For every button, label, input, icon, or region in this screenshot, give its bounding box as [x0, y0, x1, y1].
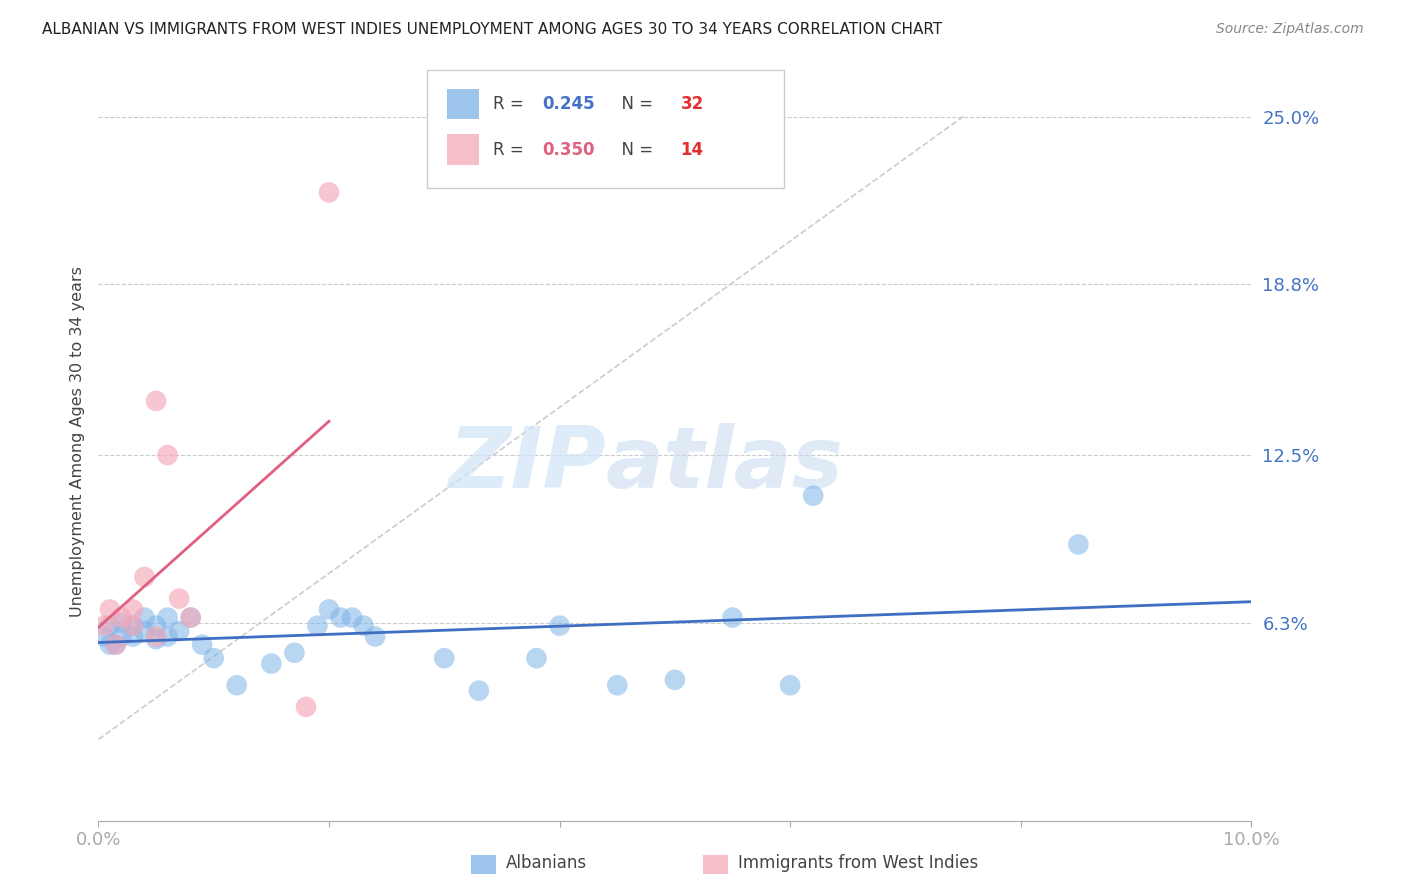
Point	[145, 393, 167, 408]
Point	[801, 489, 824, 503]
Point	[156, 610, 179, 624]
Point	[122, 618, 145, 632]
Text: ALBANIAN VS IMMIGRANTS FROM WEST INDIES UNEMPLOYMENT AMONG AGES 30 TO 34 YEARS C: ALBANIAN VS IMMIGRANTS FROM WEST INDIES …	[42, 22, 942, 37]
Text: 32: 32	[681, 95, 704, 113]
Text: Source: ZipAtlas.com: Source: ZipAtlas.com	[1216, 22, 1364, 37]
Point	[318, 602, 340, 616]
Point	[122, 602, 145, 616]
Point	[145, 630, 167, 644]
Point	[318, 186, 340, 200]
Text: atlas: atlas	[606, 423, 844, 506]
Point	[260, 657, 283, 671]
Y-axis label: Unemployment Among Ages 30 to 34 years: Unemployment Among Ages 30 to 34 years	[69, 266, 84, 617]
Point	[307, 618, 329, 632]
Point	[156, 630, 179, 644]
Point	[548, 618, 571, 632]
Text: 0.350: 0.350	[543, 141, 595, 159]
Point	[353, 618, 375, 632]
Point	[134, 570, 156, 584]
Point	[98, 602, 121, 616]
FancyBboxPatch shape	[447, 89, 479, 120]
Text: ZIP: ZIP	[449, 423, 606, 506]
Point	[134, 610, 156, 624]
Point	[167, 591, 190, 606]
Text: N =: N =	[612, 141, 659, 159]
Point	[329, 610, 352, 624]
Text: R =: R =	[492, 141, 529, 159]
Point	[134, 624, 156, 639]
Text: Albanians: Albanians	[506, 855, 588, 872]
Point	[110, 630, 132, 644]
Point	[145, 618, 167, 632]
Text: N =: N =	[612, 95, 659, 113]
Text: R =: R =	[492, 95, 529, 113]
Point	[104, 638, 127, 652]
Text: 0.245: 0.245	[543, 95, 595, 113]
Point	[122, 630, 145, 644]
Point	[191, 638, 214, 652]
Point	[295, 699, 318, 714]
Point	[180, 610, 202, 624]
Point	[167, 624, 190, 639]
Point	[98, 618, 121, 632]
Point	[468, 683, 491, 698]
Point	[110, 615, 132, 630]
Point	[110, 610, 132, 624]
Point	[721, 610, 744, 624]
Point	[283, 646, 305, 660]
Point	[145, 632, 167, 647]
Point	[93, 630, 115, 644]
Point	[104, 638, 127, 652]
Point	[156, 448, 179, 462]
Point	[364, 630, 387, 644]
Point	[1067, 537, 1090, 551]
Point	[180, 610, 202, 624]
Point	[433, 651, 456, 665]
Point	[98, 638, 121, 652]
Text: 14: 14	[681, 141, 704, 159]
Point	[526, 651, 548, 665]
Point	[664, 673, 686, 687]
Point	[225, 678, 247, 692]
Point	[93, 618, 115, 632]
FancyBboxPatch shape	[447, 135, 479, 165]
FancyBboxPatch shape	[427, 70, 785, 187]
Point	[122, 618, 145, 632]
Point	[340, 610, 363, 624]
Point	[202, 651, 225, 665]
Point	[779, 678, 801, 692]
Text: Immigrants from West Indies: Immigrants from West Indies	[738, 855, 979, 872]
Point	[606, 678, 628, 692]
